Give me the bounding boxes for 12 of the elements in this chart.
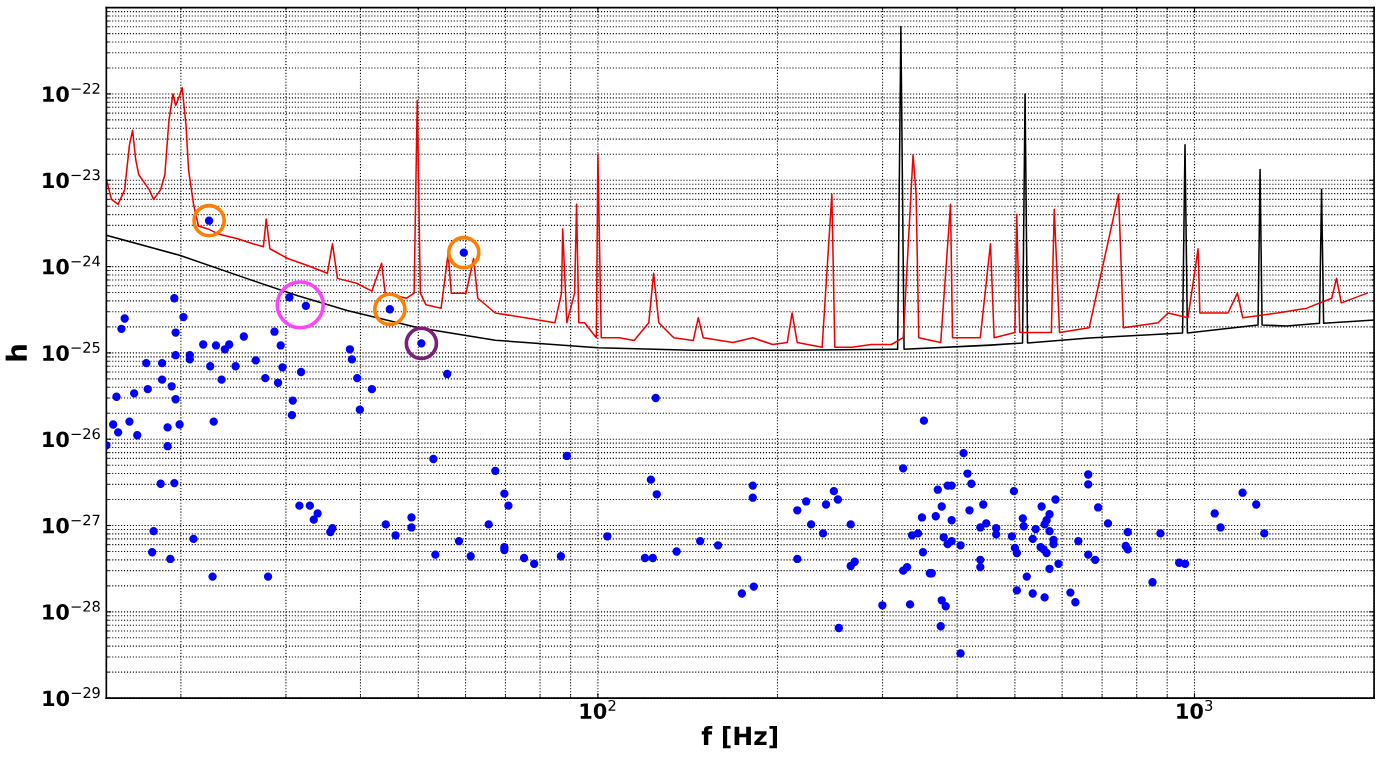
- x-tick-label: 10$^{2}$: [580, 699, 616, 719]
- x-axis-title: f [Hz]: [701, 725, 778, 749]
- y-tick-label: 10$^{−22}$: [43, 82, 100, 102]
- y-tick-label: 10$^{−27}$: [43, 514, 100, 534]
- y-tick-label: 10$^{−26}$: [43, 428, 100, 448]
- y-tick-label: 10$^{−23}$: [43, 169, 100, 189]
- x-tick-label: 10$^{3}$: [1177, 699, 1213, 719]
- y-tick-label: 10$^{−24}$: [43, 255, 100, 275]
- y-tick-label: 10$^{−29}$: [43, 687, 100, 707]
- y-tick-label: 10$^{−25}$: [43, 341, 100, 361]
- y-axis-title: h: [5, 345, 27, 361]
- y-tick-label: 10$^{−28}$: [43, 600, 100, 620]
